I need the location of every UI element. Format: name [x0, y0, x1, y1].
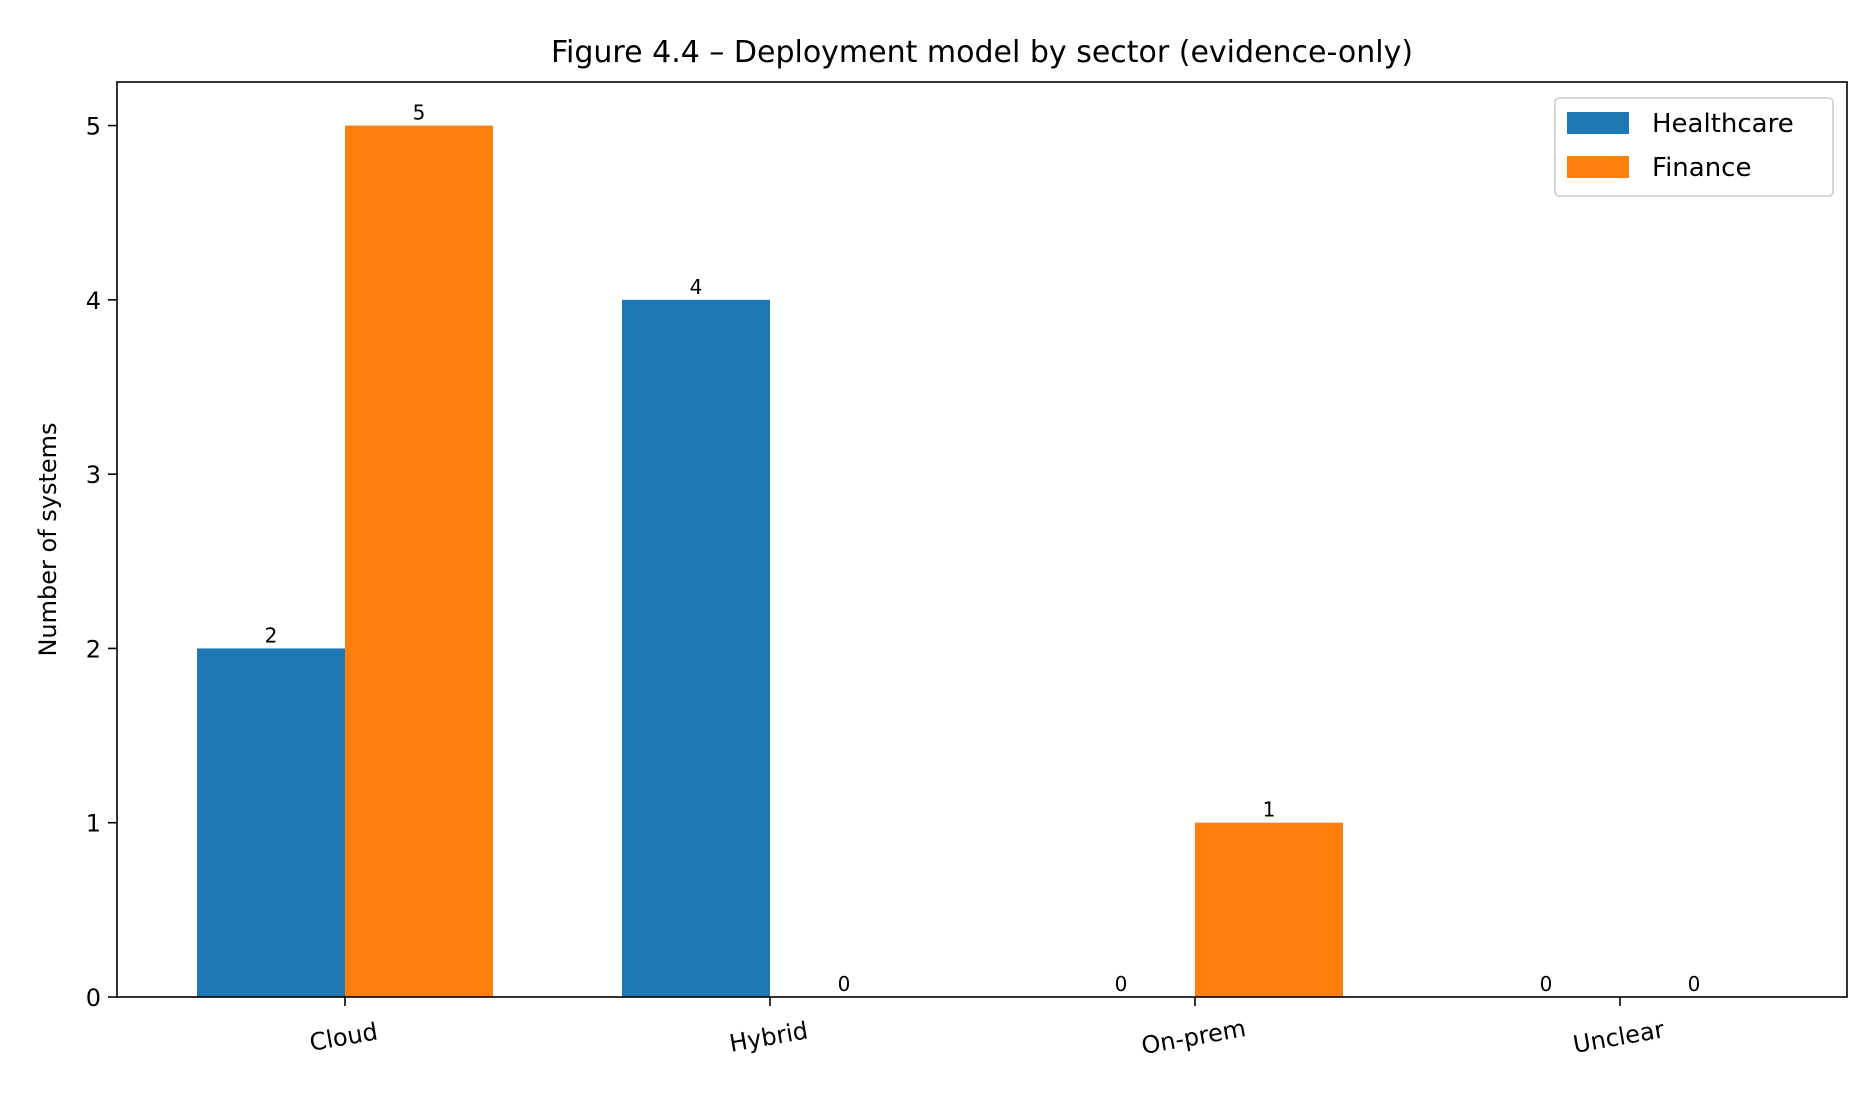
data-label: 1	[1263, 798, 1276, 822]
legend-label-finance: Finance	[1652, 153, 1751, 183]
bars-layer	[197, 125, 1343, 998]
data-label: 2	[265, 623, 278, 647]
legend-swatch-finance	[1567, 156, 1629, 178]
legend-label-healthcare: Healthcare	[1652, 109, 1794, 139]
y-tick-label: 2	[86, 635, 101, 663]
plot-frame	[116, 81, 1848, 998]
data-label: 0	[1115, 972, 1128, 996]
bar-finance-on-prem	[1195, 822, 1343, 997]
y-tick-label: 4	[86, 287, 101, 315]
chart-title: Figure 4.4 – Deployment model by sector …	[551, 35, 1413, 70]
data-label: 0	[838, 972, 851, 996]
y-tick-label: 5	[86, 113, 101, 141]
bar-healthcare-cloud	[197, 648, 345, 997]
y-tick-label: 3	[86, 461, 101, 489]
bar-finance-cloud	[345, 125, 493, 998]
y-axis: 0 1 2 3 4 5	[86, 113, 117, 1012]
bar-healthcare-hybrid	[622, 299, 770, 997]
data-label: 5	[413, 101, 426, 125]
y-tick-label: 0	[86, 984, 101, 1012]
data-labels-layer: 2 4 0 0 5 0 1 0	[265, 101, 1701, 996]
data-label: 0	[1688, 972, 1701, 996]
legend: Healthcare Finance	[1554, 97, 1834, 197]
legend-swatch-healthcare	[1567, 112, 1629, 134]
y-tick-label: 1	[86, 810, 101, 838]
data-label: 0	[1540, 972, 1553, 996]
data-label: 4	[690, 275, 703, 299]
y-axis-label: Number of systems	[34, 422, 62, 656]
